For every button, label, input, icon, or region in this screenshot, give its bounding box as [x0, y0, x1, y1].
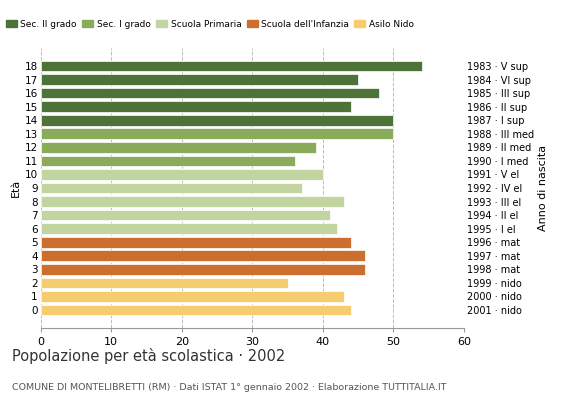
Bar	[41, 305, 351, 315]
Bar	[41, 101, 351, 112]
Bar	[41, 88, 379, 98]
Bar	[41, 169, 323, 180]
Legend: Sec. II grado, Sec. I grado, Scuola Primaria, Scuola dell'Infanzia, Asilo Nido: Sec. II grado, Sec. I grado, Scuola Prim…	[2, 16, 418, 32]
Bar	[41, 196, 344, 207]
Bar	[41, 142, 316, 153]
Bar	[41, 74, 358, 85]
Bar	[41, 291, 344, 302]
Bar	[41, 278, 288, 288]
Text: Popolazione per età scolastica · 2002: Popolazione per età scolastica · 2002	[12, 348, 285, 364]
Bar	[41, 61, 422, 71]
Bar	[41, 183, 302, 193]
Bar	[41, 264, 365, 275]
Bar	[41, 210, 330, 220]
Bar	[41, 128, 393, 139]
Bar	[41, 156, 295, 166]
Bar	[41, 250, 365, 261]
Y-axis label: Età: Età	[10, 179, 20, 197]
Y-axis label: Anno di nascita: Anno di nascita	[538, 145, 548, 231]
Bar	[41, 115, 393, 126]
Text: COMUNE DI MONTELIBRETTI (RM) · Dati ISTAT 1° gennaio 2002 · Elaborazione TUTTITA: COMUNE DI MONTELIBRETTI (RM) · Dati ISTA…	[12, 383, 446, 392]
Bar	[41, 237, 351, 248]
Bar	[41, 223, 337, 234]
